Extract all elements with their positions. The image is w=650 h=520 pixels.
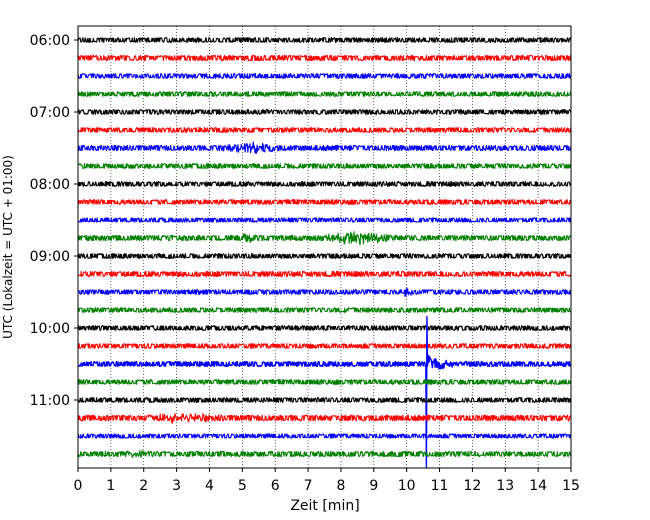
x-axis-label: Zeit [min] <box>290 498 359 514</box>
x-tick-label-13: 13 <box>496 478 514 494</box>
x-tick-label-7: 7 <box>304 478 313 494</box>
trace-0800 <box>78 181 571 187</box>
trace-1030 <box>78 315 571 468</box>
x-tick-label-3: 3 <box>172 478 181 494</box>
trace-1000 <box>78 325 571 331</box>
trace-0715 <box>78 127 571 133</box>
x-tick-label-15: 15 <box>562 478 580 494</box>
trace-0930 <box>78 287 571 298</box>
y-axis-label: UTC (Lokalzeit = UTC + 01:00) <box>1 155 15 339</box>
trace-1015 <box>78 343 571 349</box>
y-tick-label-4: 10:00 <box>30 321 70 337</box>
x-tick-label-8: 8 <box>336 478 345 494</box>
trace-0845 <box>78 231 571 246</box>
trace-1145 <box>78 450 571 458</box>
x-tick-label-2: 2 <box>139 478 148 494</box>
trace-0815 <box>78 199 571 205</box>
y-tick-label-2: 08:00 <box>30 177 70 193</box>
x-tick-label-9: 9 <box>369 478 378 494</box>
x-tick-label-1: 1 <box>106 478 115 494</box>
x-tick-label-0: 0 <box>74 478 83 494</box>
x-tick-label-6: 6 <box>271 478 280 494</box>
y-tick-label-5: 11:00 <box>30 393 70 409</box>
y-axis-ticks: 06:00 07:00 08:00 09:00 10:00 11:00 <box>30 33 78 409</box>
y-tick-label-0: 06:00 <box>30 33 70 49</box>
trace-0615 <box>78 54 571 62</box>
y-tick-label-3: 09:00 <box>30 249 70 265</box>
trace-1115 <box>78 413 571 424</box>
y-tick-label-1: 07:00 <box>30 105 70 121</box>
trace-0645 <box>78 91 571 97</box>
x-axis-ticks: 0 1 2 3 4 5 6 7 8 9 10 11 12 13 14 15 <box>74 468 580 494</box>
trace-1100 <box>78 397 571 403</box>
trace-0830 <box>78 217 571 223</box>
trace-0900 <box>78 253 571 259</box>
trace-0600 <box>78 37 571 43</box>
trace-0730 <box>78 141 571 154</box>
trace-layer <box>78 37 571 468</box>
plot-frame <box>77 25 572 469</box>
x-tick-label-14: 14 <box>529 478 547 494</box>
trace-0915 <box>78 270 571 278</box>
x-tick-label-4: 4 <box>205 478 214 494</box>
trace-1130 <box>78 433 571 439</box>
trace-0700 <box>78 109 571 115</box>
trace-0630 <box>78 73 571 79</box>
x-tick-label-10: 10 <box>398 478 416 494</box>
trace-0745 <box>78 163 571 169</box>
x-tick-label-12: 12 <box>463 478 481 494</box>
trace-0945 <box>78 307 571 313</box>
trace-1045 <box>78 379 571 385</box>
x-tick-label-5: 5 <box>238 478 247 494</box>
x-tick-label-11: 11 <box>431 478 449 494</box>
